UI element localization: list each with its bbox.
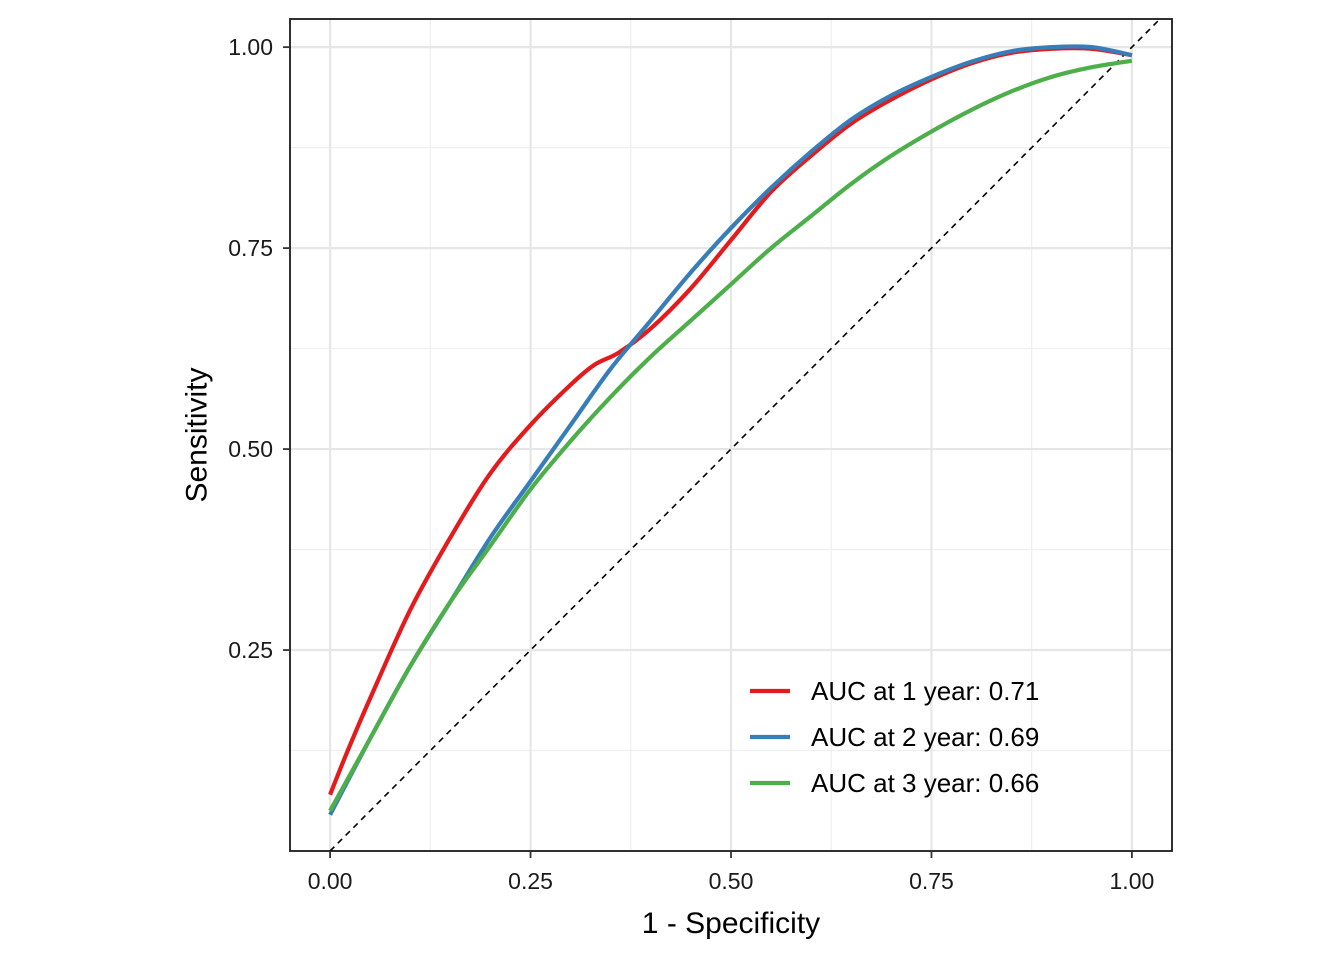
reference-line-layer — [329, 18, 1161, 852]
reference-diagonal-line — [329, 18, 1161, 852]
grid-lines — [290, 19, 1172, 851]
y-tick-label: 0.75 — [228, 235, 273, 261]
y-tick-label: 0.25 — [228, 637, 273, 663]
x-axis-ticks: 0.00 0.25 0.50 0.75 1.00 — [308, 851, 1155, 894]
legend-label-2: AUC at 2 year: 0.69 — [811, 722, 1039, 752]
legend-label-1: AUC at 1 year: 0.71 — [811, 676, 1039, 706]
x-tick-label: 0.25 — [508, 868, 553, 894]
x-tick-label: 0.50 — [709, 868, 754, 894]
y-axis-title: Sensitivity — [181, 367, 214, 502]
legend-label-3: AUC at 3 year: 0.66 — [811, 768, 1039, 798]
series-layer — [328, 44, 1133, 816]
y-tick-label: 1.00 — [228, 34, 273, 60]
x-tick-label: 0.00 — [308, 868, 353, 894]
series-line-3 — [328, 58, 1133, 812]
y-axis-ticks: 0.25 0.50 0.75 1.00 — [228, 34, 290, 663]
x-axis-title: 1 - Specificity — [642, 907, 820, 940]
y-tick-label: 0.50 — [228, 436, 273, 462]
legend: AUC at 1 year: 0.71 AUC at 2 year: 0.69 AU… — [750, 676, 1039, 798]
x-tick-label: 1.00 — [1110, 868, 1155, 894]
x-tick-label: 0.75 — [909, 868, 954, 894]
